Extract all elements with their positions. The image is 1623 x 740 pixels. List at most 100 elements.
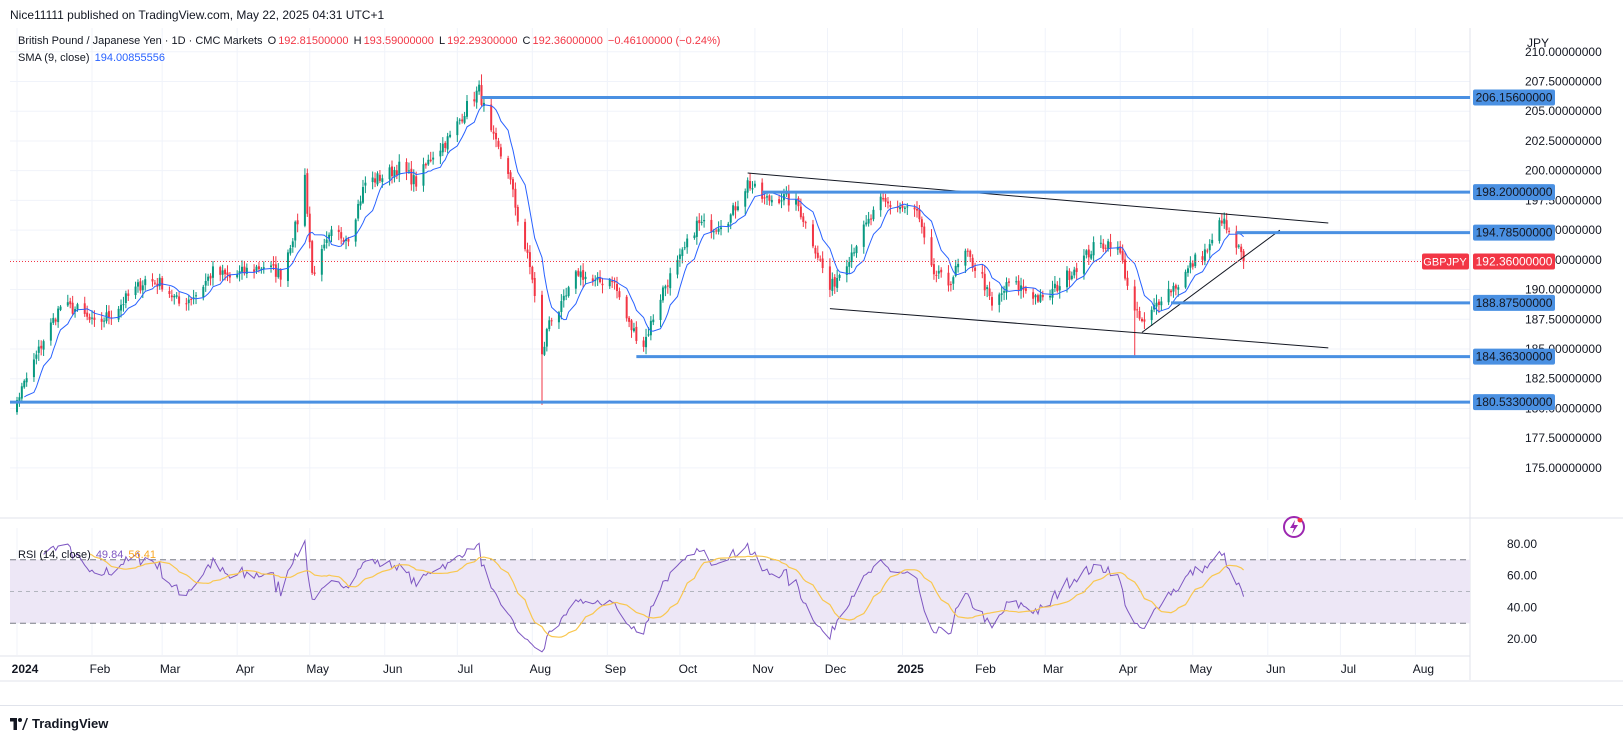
candle-body: [93, 317, 96, 320]
rsi-tick-label: 40.00: [1507, 600, 1537, 614]
candle-body: [526, 249, 529, 253]
candle-body: [1172, 285, 1175, 292]
candle-body: [715, 230, 718, 232]
price-level-label: 180.53300000: [1476, 395, 1553, 409]
candle-body: [371, 177, 374, 183]
price-level-tag: [1473, 184, 1555, 201]
candle-body: [1189, 262, 1192, 268]
candle-body: [947, 272, 950, 286]
candle-body: [407, 170, 410, 172]
symbol-tag: GBPJPY: [1423, 257, 1467, 269]
candle-body: [272, 264, 275, 266]
x-tick-label: Jun: [383, 662, 402, 676]
sma-line: [24, 104, 1244, 398]
candle-body: [347, 239, 350, 242]
price-chart[interactable]: 210.00000000 207.50000000 205.00000000 202.…: [0, 0, 1623, 705]
candle-body: [357, 203, 360, 219]
candle-body: [879, 196, 882, 211]
candle-body: [981, 272, 984, 274]
candle-body: [432, 157, 435, 160]
candle-body: [40, 345, 43, 349]
candle-body: [461, 119, 464, 122]
candle-body: [1228, 230, 1231, 232]
candle-body: [144, 279, 147, 286]
candle-body: [770, 199, 773, 203]
candle-body: [811, 224, 814, 247]
candle-body: [168, 291, 171, 295]
currency-label[interactable]: JPY: [1527, 36, 1550, 50]
y-tick-label: 210.00000000: [1525, 45, 1602, 59]
candle-body: [497, 140, 500, 147]
x-tick-label: Sep: [605, 662, 627, 676]
candle-body: [23, 380, 26, 388]
candle-body: [286, 252, 289, 282]
candle-body: [836, 277, 839, 288]
y-tick-label: 205.00000000: [1525, 104, 1602, 118]
candle-body: [1160, 301, 1163, 306]
candle-body: [190, 298, 193, 300]
x-tick-label: Mar: [1043, 662, 1064, 676]
candle-body: [342, 239, 345, 243]
candle-body: [884, 197, 887, 202]
candle-body: [635, 326, 638, 341]
candle-body: [920, 219, 923, 228]
candle-body: [1087, 249, 1090, 258]
candle-body: [645, 336, 648, 348]
candle-body: [1070, 275, 1073, 280]
candle-body: [630, 320, 633, 331]
candle-body: [952, 277, 955, 284]
tradingview-logo[interactable]: TradingView: [10, 716, 108, 731]
candle-body: [141, 285, 144, 291]
sma-legend: SMA (9, close) 194.00855556: [18, 52, 167, 64]
alert-bolt-icon[interactable]: [1283, 516, 1305, 538]
candle-body: [151, 278, 154, 282]
candle-body: [548, 320, 551, 330]
candle-body: [768, 195, 771, 201]
candle-body: [954, 265, 957, 276]
candle-body: [649, 320, 652, 336]
candle-body: [1138, 310, 1141, 319]
candle-body: [139, 281, 142, 291]
candle-body: [562, 295, 565, 301]
candle-body: [475, 90, 478, 103]
candle-body: [695, 220, 698, 237]
candle-body: [935, 274, 938, 276]
candle-body: [763, 197, 766, 199]
candle-body: [395, 170, 398, 175]
candle-body: [1194, 254, 1197, 267]
candle-body: [964, 250, 967, 266]
candle-body: [393, 169, 396, 178]
candle-body: [257, 266, 260, 270]
candle-body: [410, 168, 413, 185]
candle-body: [819, 259, 822, 261]
candle-body: [795, 199, 798, 205]
candle-body: [388, 167, 391, 180]
x-tick-label: May: [306, 662, 329, 676]
candle-body: [35, 354, 38, 359]
candle-body: [1024, 288, 1027, 291]
candle-body: [616, 283, 618, 291]
candle-body: [480, 85, 483, 105]
candle-body: [608, 279, 611, 287]
candle-body: [899, 207, 902, 210]
x-tick-label: Feb: [975, 662, 996, 676]
candle-body: [83, 303, 86, 314]
candle-body: [848, 262, 851, 267]
candle-body: [831, 278, 834, 291]
candle-body: [1056, 284, 1059, 292]
candle-body: [209, 275, 212, 279]
candle-body: [122, 304, 125, 306]
candle-body: [311, 241, 314, 273]
candle-body: [439, 150, 442, 157]
symbol-name: British Pound / Japanese Yen · 1D · CMC …: [18, 35, 263, 47]
candle-body: [661, 287, 664, 301]
candle-body: [59, 306, 62, 310]
candle-body: [816, 252, 819, 258]
candle-body: [666, 285, 669, 287]
candle-body: [966, 250, 969, 252]
candle-body: [579, 271, 582, 278]
change-value: −0.46100000 (−0.24%): [607, 35, 721, 47]
candle-body: [260, 268, 263, 270]
candle-body: [253, 269, 256, 272]
candle-body: [1150, 309, 1153, 321]
